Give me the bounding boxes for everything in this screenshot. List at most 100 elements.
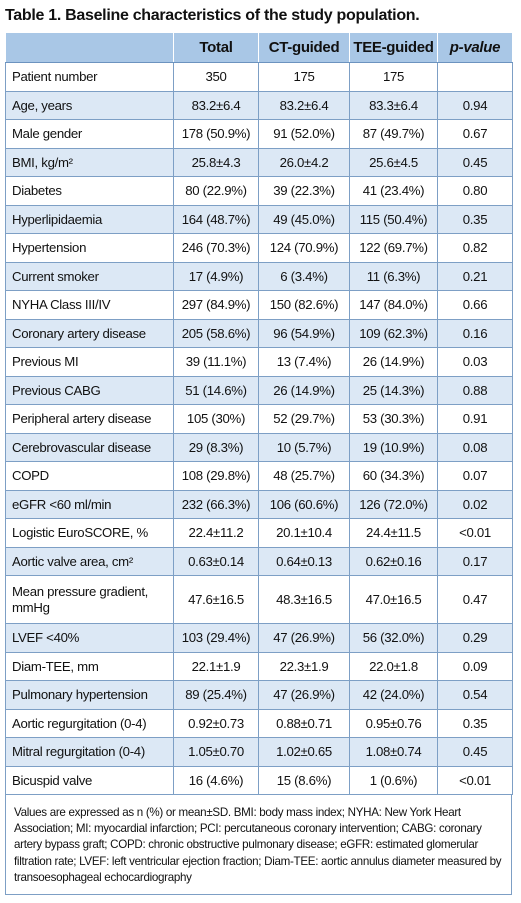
cell-tee-guided: 147 (84.0%) <box>349 290 438 320</box>
cell-total: 47.6±16.5 <box>173 575 259 624</box>
cell-tee-guided: 0.62±0.16 <box>349 546 438 576</box>
row-label: Hyperlipidaemia <box>5 204 174 234</box>
cell-p-value: <0.01 <box>437 765 513 795</box>
cell-p-value: <0.01 <box>437 518 513 548</box>
column-header-p-value: p-value <box>437 32 513 63</box>
cell-p-value: 0.35 <box>437 708 513 738</box>
column-header-label <box>5 32 174 63</box>
cell-p-value: 0.35 <box>437 204 513 234</box>
cell-ct-guided: 124 (70.9%) <box>258 233 350 263</box>
cell-p-value: 0.45 <box>437 147 513 177</box>
cell-total: 89 (25.4%) <box>173 680 259 710</box>
table-row: Previous MI 39 (11.1%) 13 (7.4%) 26 (14.9%)… <box>5 347 513 377</box>
cell-p-value: 0.94 <box>437 90 513 120</box>
row-label: Mean pressure gradient, mmHg <box>5 575 174 624</box>
row-label: LVEF <40% <box>5 623 174 653</box>
table-row: Bicuspid valve 16 (4.6%) 15 (8.6%) 1 (0.6%)… <box>5 765 513 795</box>
column-header-total: Total <box>173 32 259 63</box>
row-label: Bicuspid valve <box>5 765 174 795</box>
cell-p-value: 0.80 <box>437 176 513 206</box>
cell-p-value: 0.67 <box>437 119 513 149</box>
table-title: Table 1. Baseline characteristics of the… <box>5 7 420 24</box>
table-row: Diam-TEE, mm 22.1±1.9 22.3±1.9 22.0±1.8 0.09 <box>5 651 513 681</box>
cell-ct-guided: 0.88±0.71 <box>258 708 350 738</box>
cell-total: 178 (50.9%) <box>173 119 259 149</box>
cell-ct-guided: 1.02±0.65 <box>258 737 350 767</box>
cell-total: 83.2±6.4 <box>173 90 259 120</box>
cell-total: 22.4±11.2 <box>173 518 259 548</box>
cell-ct-guided: 91 (52.0%) <box>258 119 350 149</box>
cell-p-value: 0.07 <box>437 461 513 491</box>
table-row: Pulmonary hypertension 89 (25.4%) 47 (26.9… <box>5 680 513 710</box>
cell-tee-guided: 109 (62.3%) <box>349 318 438 348</box>
table-row: Hyperlipidaemia 164 (48.7%) 49 (45.0%) 115 … <box>5 204 513 234</box>
cell-tee-guided: 26 (14.9%) <box>349 347 438 377</box>
cell-tee-guided: 1 (0.6%) <box>349 765 438 795</box>
row-label: COPD <box>5 461 174 491</box>
cell-total: 105 (30%) <box>173 404 259 434</box>
table-row: Aortic valve area, cm² 0.63±0.14 0.64±0.13… <box>5 546 513 576</box>
cell-ct-guided: 20.1±10.4 <box>258 518 350 548</box>
table-row: Mitral regurgitation (0-4) 1.05±0.70 1.02±… <box>5 737 513 767</box>
cell-tee-guided: 83.3±6.4 <box>349 90 438 120</box>
table-header-row: Total CT-guided TEE-guided p-value <box>5 32 513 63</box>
cell-ct-guided: 52 (29.7%) <box>258 404 350 434</box>
cell-tee-guided: 126 (72.0%) <box>349 489 438 519</box>
table-row: Hypertension 246 (70.3%) 124 (70.9%) 122 (6… <box>5 233 513 263</box>
cell-p-value: 0.66 <box>437 290 513 320</box>
row-label: Age, years <box>5 90 174 120</box>
cell-total: 17 (4.9%) <box>173 261 259 291</box>
cell-tee-guided: 122 (69.7%) <box>349 233 438 263</box>
cell-tee-guided: 47.0±16.5 <box>349 575 438 624</box>
cell-ct-guided: 96 (54.9%) <box>258 318 350 348</box>
table-row: Current smoker 17 (4.9%) 6 (3.4%) 11 (6.3%)… <box>5 261 513 291</box>
cell-ct-guided: 22.3±1.9 <box>258 651 350 681</box>
row-label: Hypertension <box>5 233 174 263</box>
cell-p-value: 0.09 <box>437 651 513 681</box>
cell-tee-guided: 60 (34.3%) <box>349 461 438 491</box>
cell-tee-guided: 1.08±0.74 <box>349 737 438 767</box>
cell-total: 0.92±0.73 <box>173 708 259 738</box>
table-figure: Table 1. Baseline characteristics of the… <box>5 4 513 896</box>
cell-tee-guided: 56 (32.0%) <box>349 623 438 653</box>
table-row: Diabetes 80 (22.9%) 39 (22.3%) 41 (23.4%) 0.… <box>5 176 513 206</box>
cell-tee-guided: 0.95±0.76 <box>349 708 438 738</box>
cell-p-value: 0.47 <box>437 575 513 624</box>
table-row: Coronary artery disease 205 (58.6%) 96 (54… <box>5 318 513 348</box>
row-label: Aortic valve area, cm² <box>5 546 174 576</box>
row-label: Diam-TEE, mm <box>5 651 174 681</box>
cell-total: 51 (14.6%) <box>173 375 259 405</box>
row-label: Current smoker <box>5 261 174 291</box>
cell-p-value: 0.82 <box>437 233 513 263</box>
cell-total: 246 (70.3%) <box>173 233 259 263</box>
cell-tee-guided: 42 (24.0%) <box>349 680 438 710</box>
cell-ct-guided: 150 (82.6%) <box>258 290 350 320</box>
row-label: eGFR <60 ml/min <box>5 489 174 519</box>
cell-ct-guided: 106 (60.6%) <box>258 489 350 519</box>
row-label: NYHA Class III/IV <box>5 290 174 320</box>
cell-p-value: 0.21 <box>437 261 513 291</box>
cell-ct-guided: 83.2±6.4 <box>258 90 350 120</box>
cell-p-value: 0.17 <box>437 546 513 576</box>
cell-ct-guided: 47 (26.9%) <box>258 680 350 710</box>
table-row: Previous CABG 51 (14.6%) 26 (14.9%) 25 (14.… <box>5 375 513 405</box>
cell-total: 0.63±0.14 <box>173 546 259 576</box>
row-label: Logistic EuroSCORE, % <box>5 518 174 548</box>
table-footnote: Values are expressed as n (%) or mean±SD… <box>5 795 512 896</box>
cell-ct-guided: 175 <box>258 62 350 92</box>
row-label: Previous MI <box>5 347 174 377</box>
table-row: Peripheral artery disease 105 (30%) 52 (29… <box>5 404 513 434</box>
column-header-ct-guided: CT-guided <box>258 32 350 63</box>
table-row: NYHA Class III/IV 297 (84.9%) 150 (82.6%) 1… <box>5 290 513 320</box>
cell-ct-guided: 0.64±0.13 <box>258 546 350 576</box>
cell-total: 22.1±1.9 <box>173 651 259 681</box>
table-row: Aortic regurgitation (0-4) 0.92±0.73 0.88±… <box>5 708 513 738</box>
cell-total: 350 <box>173 62 259 92</box>
cell-ct-guided: 49 (45.0%) <box>258 204 350 234</box>
cell-p-value: 0.54 <box>437 680 513 710</box>
table-row: Mean pressure gradient, mmHg 47.6±16.5 48.… <box>5 575 513 624</box>
cell-tee-guided: 115 (50.4%) <box>349 204 438 234</box>
cell-tee-guided: 11 (6.3%) <box>349 261 438 291</box>
cell-total: 232 (66.3%) <box>173 489 259 519</box>
cell-total: 39 (11.1%) <box>173 347 259 377</box>
